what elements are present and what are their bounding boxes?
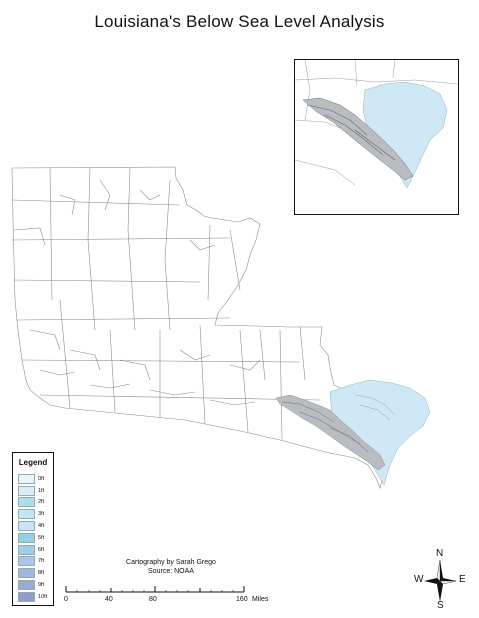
compass-star-icon — [424, 559, 457, 602]
legend-item: 5ft — [18, 532, 47, 544]
legend-swatch — [18, 473, 35, 484]
legend-swatch — [18, 580, 35, 591]
legend-item: 8ft — [18, 567, 47, 579]
north-arrow: N W E S — [412, 548, 468, 614]
legend-swatch — [18, 568, 35, 579]
legend-label: 6ft — [38, 546, 45, 553]
legend-swatch — [18, 591, 35, 602]
legend-items: 0ft 1ft 2ft 3ft 4ft 5ft 6ft 7ft 8ft 9ft 10ft — [18, 473, 47, 603]
scale-unit: Miles — [252, 596, 269, 603]
scale-label-0: 0 — [64, 596, 68, 603]
scale-label-160: 160 — [236, 596, 248, 603]
legend-swatch — [18, 509, 35, 520]
legend-item: 1ft — [18, 485, 47, 497]
legend-label: 2ft — [38, 499, 45, 506]
below-sea-level-area — [275, 379, 431, 486]
legend-label: 10ft — [38, 593, 48, 600]
scale-bar: 0 40 80 160 Miles — [62, 582, 272, 612]
legend-label: 7ft — [38, 558, 45, 565]
legend-item: 9ft — [18, 579, 47, 591]
legend-label: 1ft — [38, 487, 45, 494]
legend-label: 8ft — [38, 570, 45, 577]
legend-swatch — [18, 544, 35, 555]
legend-item: 0ft — [18, 473, 47, 485]
scale-label-40: 40 — [105, 596, 113, 603]
legend-title: Legend — [18, 458, 48, 467]
legend-item: 6ft — [18, 544, 47, 556]
legend-item: 4ft — [18, 520, 47, 532]
legend-item: 2ft — [18, 497, 47, 509]
south-label: S — [437, 600, 444, 611]
west-label: W — [414, 574, 424, 585]
scale-label-80: 80 — [149, 596, 157, 603]
legend: Legend 0ft 1ft 2ft 3ft 4ft 5ft 6ft 7ft 8ft 9ft 10f… — [12, 452, 54, 606]
legend-swatch — [18, 521, 35, 532]
legend-swatch — [18, 556, 35, 567]
cartography-credit: Cartography by Sarah Grego — [126, 559, 216, 566]
legend-item: 3ft — [18, 508, 47, 520]
east-label: E — [459, 574, 466, 585]
legend-swatch — [18, 497, 35, 508]
legend-label: 4ft — [38, 523, 45, 530]
north-label: N — [436, 548, 444, 559]
louisiana-main-map — [11, 166, 431, 489]
legend-item: 10ft — [18, 591, 47, 603]
legend-label: 9ft — [38, 582, 45, 589]
source-credit: Source: NOAA — [148, 568, 194, 575]
legend-swatch — [18, 532, 35, 543]
legend-label: 5ft — [38, 534, 45, 541]
legend-label: 3ft — [38, 511, 45, 518]
inset-map — [294, 59, 459, 215]
legend-item: 7ft — [18, 556, 47, 568]
credits: Cartography by Sarah Grego Source: NOAA — [96, 558, 246, 576]
legend-swatch — [18, 485, 35, 496]
legend-label: 0ft — [38, 475, 45, 482]
map-title: Louisiana's Below Sea Level Analysis — [94, 12, 385, 31]
